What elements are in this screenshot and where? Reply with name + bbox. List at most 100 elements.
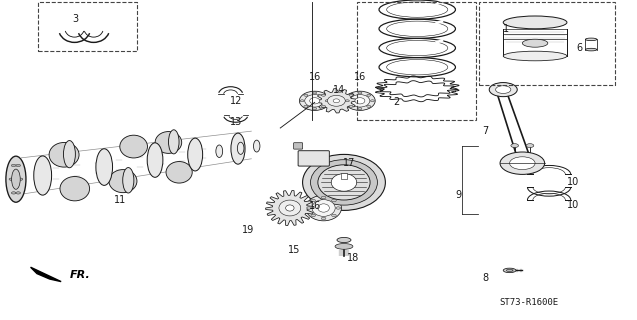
FancyBboxPatch shape bbox=[298, 151, 329, 166]
Circle shape bbox=[321, 196, 326, 199]
Ellipse shape bbox=[6, 156, 26, 202]
Ellipse shape bbox=[350, 94, 370, 107]
Ellipse shape bbox=[310, 98, 320, 104]
Circle shape bbox=[371, 100, 375, 102]
Ellipse shape bbox=[147, 143, 163, 177]
Ellipse shape bbox=[303, 154, 385, 211]
Text: 17: 17 bbox=[343, 157, 355, 168]
Circle shape bbox=[349, 105, 353, 108]
Ellipse shape bbox=[299, 91, 330, 110]
Ellipse shape bbox=[335, 244, 353, 249]
Ellipse shape bbox=[387, 40, 448, 56]
Ellipse shape bbox=[64, 140, 75, 168]
Ellipse shape bbox=[216, 145, 223, 157]
Ellipse shape bbox=[285, 205, 294, 211]
Circle shape bbox=[11, 164, 16, 167]
Ellipse shape bbox=[503, 51, 567, 61]
Ellipse shape bbox=[123, 168, 134, 193]
Ellipse shape bbox=[304, 94, 325, 107]
Ellipse shape bbox=[331, 173, 357, 191]
Circle shape bbox=[313, 92, 317, 94]
Ellipse shape bbox=[522, 39, 548, 47]
Circle shape bbox=[332, 214, 336, 217]
Circle shape bbox=[313, 108, 317, 110]
Circle shape bbox=[16, 164, 20, 167]
Ellipse shape bbox=[311, 160, 378, 205]
Ellipse shape bbox=[11, 169, 20, 189]
Ellipse shape bbox=[506, 269, 513, 271]
Ellipse shape bbox=[34, 156, 52, 195]
Ellipse shape bbox=[188, 138, 203, 171]
Text: 11: 11 bbox=[113, 195, 126, 205]
Ellipse shape bbox=[333, 99, 340, 103]
Text: 6: 6 bbox=[576, 43, 583, 53]
Ellipse shape bbox=[155, 132, 182, 153]
Ellipse shape bbox=[231, 133, 245, 164]
Ellipse shape bbox=[109, 170, 137, 193]
Circle shape bbox=[510, 157, 535, 170]
Ellipse shape bbox=[387, 21, 448, 36]
Ellipse shape bbox=[503, 268, 516, 273]
Polygon shape bbox=[316, 89, 357, 113]
Ellipse shape bbox=[166, 162, 192, 183]
Text: FR.: FR. bbox=[70, 270, 91, 280]
Polygon shape bbox=[31, 267, 61, 282]
Circle shape bbox=[11, 192, 16, 194]
Circle shape bbox=[9, 178, 13, 180]
Ellipse shape bbox=[327, 95, 345, 106]
Ellipse shape bbox=[238, 142, 244, 154]
Ellipse shape bbox=[585, 48, 597, 51]
Ellipse shape bbox=[254, 140, 260, 152]
Text: 16: 16 bbox=[354, 72, 366, 82]
Text: 12: 12 bbox=[229, 96, 242, 106]
Ellipse shape bbox=[318, 204, 329, 212]
Circle shape bbox=[304, 105, 308, 108]
Text: 3: 3 bbox=[72, 14, 78, 24]
Text: 14: 14 bbox=[333, 84, 345, 95]
Ellipse shape bbox=[387, 60, 448, 75]
Circle shape bbox=[322, 94, 326, 96]
Text: 10: 10 bbox=[567, 177, 580, 188]
Circle shape bbox=[526, 144, 534, 148]
Circle shape bbox=[511, 144, 519, 148]
FancyBboxPatch shape bbox=[341, 173, 347, 179]
Ellipse shape bbox=[345, 91, 375, 110]
Ellipse shape bbox=[279, 200, 301, 216]
Ellipse shape bbox=[387, 2, 448, 17]
Ellipse shape bbox=[337, 237, 351, 243]
Text: 19: 19 bbox=[242, 225, 255, 236]
Circle shape bbox=[367, 105, 371, 108]
Ellipse shape bbox=[503, 16, 567, 29]
Text: 15: 15 bbox=[288, 245, 301, 255]
Text: 2: 2 bbox=[393, 97, 399, 108]
Circle shape bbox=[345, 100, 349, 102]
Ellipse shape bbox=[318, 165, 370, 200]
Text: ST73-R1600E: ST73-R1600E bbox=[499, 298, 558, 307]
Text: 1: 1 bbox=[503, 24, 510, 34]
Circle shape bbox=[349, 94, 353, 96]
Circle shape bbox=[489, 83, 517, 97]
Circle shape bbox=[311, 214, 315, 217]
Circle shape bbox=[367, 94, 371, 96]
Text: 18: 18 bbox=[347, 253, 360, 263]
Text: 16: 16 bbox=[308, 72, 321, 82]
Circle shape bbox=[304, 94, 308, 96]
Circle shape bbox=[332, 199, 336, 202]
Circle shape bbox=[496, 86, 511, 93]
Ellipse shape bbox=[60, 177, 90, 201]
Circle shape bbox=[300, 100, 304, 102]
Circle shape bbox=[358, 92, 362, 94]
Ellipse shape bbox=[355, 98, 365, 104]
Text: 13: 13 bbox=[229, 116, 242, 127]
Circle shape bbox=[326, 100, 329, 102]
Text: 7: 7 bbox=[482, 126, 489, 136]
Ellipse shape bbox=[169, 130, 179, 154]
Ellipse shape bbox=[120, 135, 148, 158]
Polygon shape bbox=[266, 190, 314, 226]
Text: 16: 16 bbox=[308, 201, 321, 212]
Text: 10: 10 bbox=[567, 200, 580, 210]
Circle shape bbox=[336, 207, 341, 209]
Circle shape bbox=[18, 178, 23, 180]
Circle shape bbox=[16, 192, 20, 194]
Ellipse shape bbox=[306, 195, 341, 221]
